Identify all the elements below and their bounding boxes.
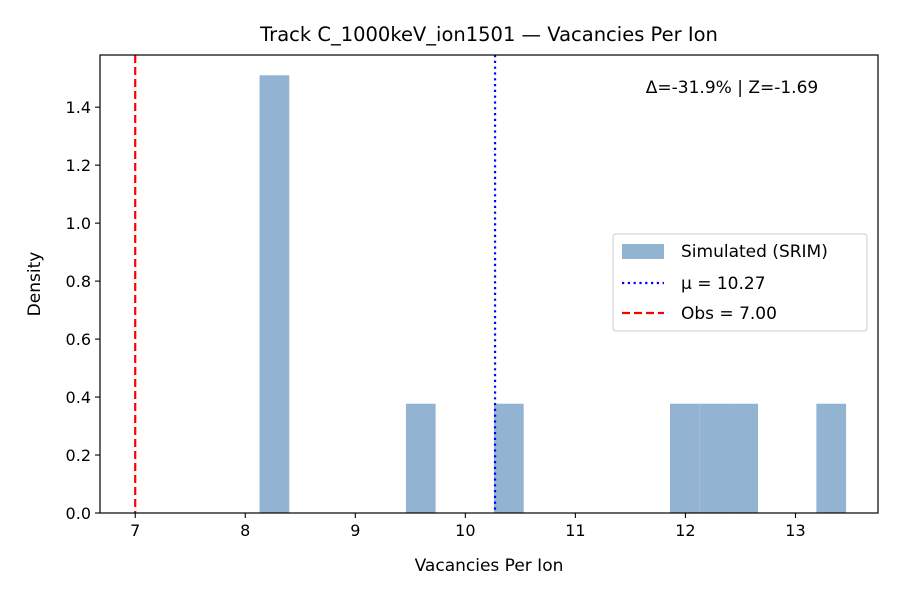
plot-frame xyxy=(99,54,879,514)
histogram-bar-4 xyxy=(670,403,700,513)
legend-label: Simulated (SRIM) xyxy=(681,242,828,262)
y-tick-label: 0.4 xyxy=(66,388,91,407)
x-axis-label: Vacancies Per Ion xyxy=(415,556,564,576)
histogram-bars xyxy=(259,75,847,513)
histogram-bar-6 xyxy=(729,403,759,513)
y-tick-label: 0.0 xyxy=(66,504,91,523)
chart-title: Track C_1000keV_ion1501 — Vacancies Per … xyxy=(259,23,718,46)
y-tick-label: 0.8 xyxy=(66,272,91,291)
y-axis-ticks: 0.0 0.2 0.4 0.6 0.8 1.0 1.2 1.4 xyxy=(66,98,100,523)
legend-label: Obs = 7.00 xyxy=(681,304,777,324)
legend-box xyxy=(612,233,868,332)
stats-annotation: Δ=-31.9% | Z=-1.69 xyxy=(646,78,818,98)
x-axis-ticks: 7 8 9 10 11 12 13 xyxy=(130,513,806,540)
legend-label: μ = 10.27 xyxy=(681,274,766,294)
y-tick-label: 0.6 xyxy=(66,330,91,349)
y-axis-label: Density xyxy=(25,252,45,317)
legend-swatch-histogram xyxy=(622,244,664,259)
y-tick-label: 0.2 xyxy=(66,446,91,465)
x-tick-label: 9 xyxy=(350,521,360,540)
histogram-bar-7 xyxy=(816,403,847,513)
x-tick-label: 7 xyxy=(130,521,140,540)
histogram-bar-1 xyxy=(259,75,290,513)
x-tick-label: 8 xyxy=(240,521,250,540)
y-tick-label: 1.2 xyxy=(66,156,91,175)
legend: Simulated (SRIM) μ = 10.27 Obs = 7.00 xyxy=(612,233,868,332)
histogram-bar-2 xyxy=(405,403,436,513)
x-tick-label: 13 xyxy=(785,521,805,540)
x-tick-label: 10 xyxy=(455,521,475,540)
histogram-bar-5 xyxy=(699,403,730,513)
histogram-bar-3 xyxy=(493,403,524,513)
y-tick-label: 1.0 xyxy=(66,214,91,233)
x-tick-label: 11 xyxy=(565,521,585,540)
reference-lines xyxy=(134,55,497,513)
y-tick-label: 1.4 xyxy=(66,98,91,117)
x-tick-label: 12 xyxy=(675,521,695,540)
